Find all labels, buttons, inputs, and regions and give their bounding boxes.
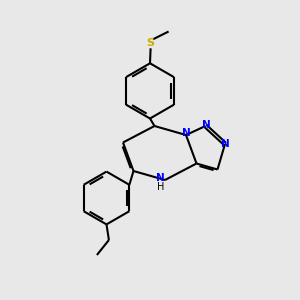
Text: N: N (202, 119, 211, 130)
Text: N: N (182, 128, 191, 138)
Text: S: S (147, 38, 154, 48)
Text: H: H (157, 182, 164, 192)
Text: N: N (156, 172, 165, 183)
Text: N: N (221, 139, 230, 149)
